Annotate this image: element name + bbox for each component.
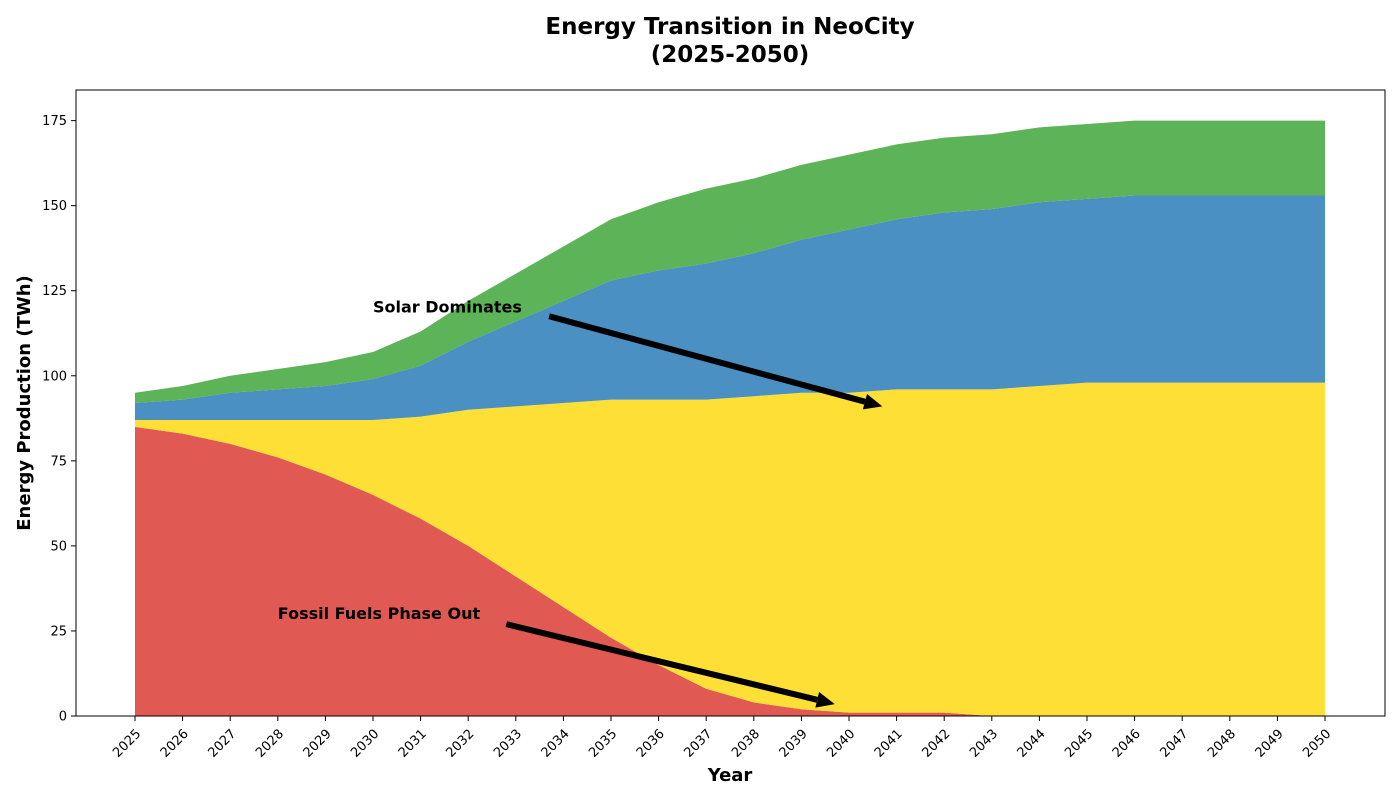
x-tick-label: 2043 — [967, 727, 1001, 761]
y-tick-label: 75 — [50, 454, 67, 469]
x-tick-label: 2048 — [1205, 727, 1239, 761]
x-tick-label: 2047 — [1157, 727, 1191, 761]
area-series-1 — [135, 426, 1325, 716]
x-tick-label: 2038 — [729, 727, 763, 761]
x-tick-label: 2026 — [158, 727, 192, 761]
x-tick-label: 2046 — [1110, 727, 1144, 761]
y-tick-label: 150 — [42, 199, 67, 214]
chart-title-line1: Energy Transition in NeoCity — [545, 14, 914, 40]
x-tick-label: 2041 — [872, 727, 906, 761]
x-tick-label: 2050 — [1300, 727, 1334, 761]
x-tick-label: 2030 — [348, 727, 382, 761]
x-tick-label: 2033 — [491, 727, 525, 761]
annotation-arrow-head-2 — [815, 692, 835, 708]
area-series-2 — [135, 382, 1325, 716]
x-tick-label: 2031 — [396, 727, 430, 761]
y-tick-label: 50 — [50, 539, 67, 554]
annotation-text-1: Solar Dominates — [373, 298, 522, 317]
x-tick-label: 2036 — [634, 727, 668, 761]
annotation-text-2: Fossil Fuels Phase Out — [278, 604, 481, 623]
x-tick-label: 2044 — [1015, 727, 1049, 761]
chart-title-line2: (2025-2050) — [651, 42, 810, 68]
x-tick-label: 2039 — [777, 727, 811, 761]
x-tick-label: 2035 — [586, 727, 620, 761]
x-tick-label: 2034 — [539, 727, 573, 761]
plot-frame — [75, 89, 1386, 717]
y-tick-label: 25 — [50, 624, 67, 639]
x-tick-label: 2042 — [919, 727, 953, 761]
x-tick-label: 2027 — [205, 727, 239, 761]
y-tick-label: 0 — [59, 710, 67, 725]
area-series-3 — [135, 195, 1325, 421]
y-axis: 0 25 50 75 100 125 150 175 — [42, 114, 76, 725]
x-tick-label: 2040 — [824, 727, 858, 761]
annotation-arrow-shaft-1 — [548, 313, 866, 405]
x-tick-label: 2028 — [253, 727, 287, 761]
annotation-arrow-shaft-2 — [505, 621, 818, 703]
area-layers — [135, 120, 1325, 716]
annotation-arrow-head-1 — [862, 393, 883, 410]
x-axis-label: Year — [707, 765, 753, 786]
x-tick-label: 2029 — [301, 727, 335, 761]
x-tick-label: 2049 — [1253, 727, 1287, 761]
y-tick-label: 175 — [42, 114, 67, 129]
y-tick-label: 125 — [42, 284, 67, 299]
annotations: Solar Dominates Fossil Fuels Phase Out — [278, 298, 883, 708]
x-axis: 2025 2026 2027 2028 2029 2030 2031 2032 2033 2034… — [110, 716, 1334, 761]
x-tick-label: 2037 — [681, 727, 715, 761]
x-tick-label: 2032 — [443, 727, 477, 761]
y-axis-label: Energy Production (TWh) — [14, 275, 35, 531]
y-tick-label: 100 — [42, 369, 67, 384]
area-series-4 — [135, 120, 1325, 404]
x-tick-label: 2025 — [110, 727, 144, 761]
x-tick-label: 2045 — [1062, 727, 1096, 761]
